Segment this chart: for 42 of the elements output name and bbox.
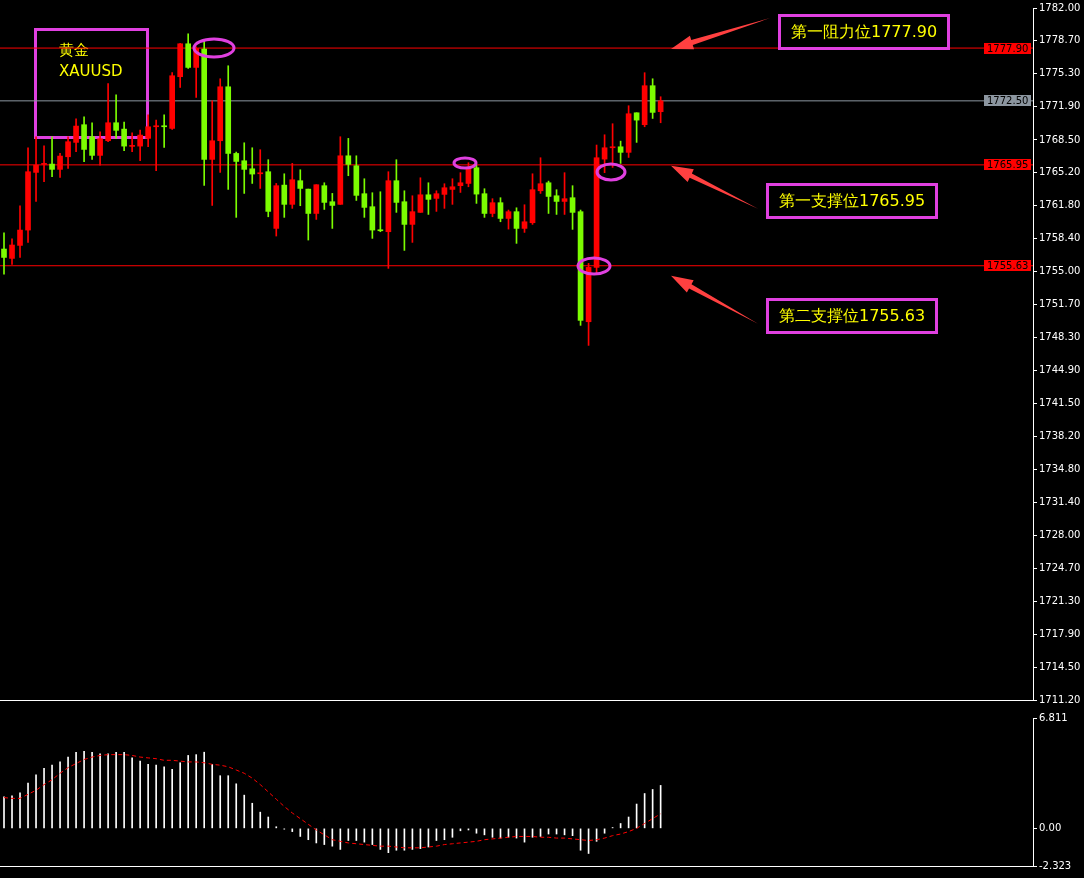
y-tick-label: 6.811 (1039, 711, 1068, 723)
y-tick-label: 1721.30 (1039, 594, 1081, 606)
annotation: 第一支撑位1765.95 (766, 182, 939, 219)
annotation: 第一阻力位1777.90 (778, 14, 951, 51)
y-tick-label: 1775.30 (1039, 67, 1081, 79)
y-tick-label: 1744.90 (1039, 364, 1081, 376)
candlestick (297, 169, 304, 207)
y-tick-label: 1768.50 (1039, 133, 1081, 145)
candlestick (1, 232, 7, 275)
candlestick (113, 94, 119, 139)
y-tick-label: 1728.00 (1039, 529, 1081, 541)
ref-line-label: 1772.50 (984, 95, 1032, 107)
y-tick-label: 1714.50 (1039, 661, 1081, 673)
candlestick (249, 147, 256, 184)
candlestick (241, 142, 248, 194)
y-tick-label: 1751.70 (1039, 297, 1081, 309)
y-tick-label: 1711.20 (1039, 693, 1081, 705)
y-tick-label: 1724.70 (1039, 561, 1081, 573)
y-tick-label: -2.323 (1039, 859, 1072, 871)
y-tick-label: 1731.40 (1039, 496, 1081, 508)
ref-line-label: 1755.63 (984, 260, 1032, 272)
y-tick-label: 1755.00 (1039, 265, 1081, 277)
candlestick (233, 151, 240, 218)
y-tick-label: 0.00 (1039, 821, 1062, 833)
candlestick (129, 132, 135, 153)
y-tick-label: 1778.70 (1039, 33, 1081, 45)
candlestick (161, 114, 167, 148)
y-tick-label: 1734.80 (1039, 462, 1081, 474)
y-tick-label: 1741.50 (1039, 397, 1081, 409)
y-tick-label: 1771.90 (1039, 100, 1081, 112)
y-tick-label: 1765.20 (1039, 165, 1081, 177)
annotation: 第二支撑位1755.63 (766, 297, 939, 334)
y-tick-label: 1782.00 (1039, 1, 1081, 13)
ref-line-label: 1765.95 (984, 159, 1032, 171)
candlestick (49, 136, 55, 178)
y-tick-label: 1738.20 (1039, 429, 1081, 441)
y-tick-label: 1761.80 (1039, 199, 1081, 211)
y-tick-label: 1717.90 (1039, 628, 1081, 640)
y-tick-label: 1748.30 (1039, 330, 1081, 342)
candlestick (329, 193, 336, 229)
y-tick-label: 1758.40 (1039, 232, 1081, 244)
ref-line-label: 1777.90 (984, 42, 1032, 54)
